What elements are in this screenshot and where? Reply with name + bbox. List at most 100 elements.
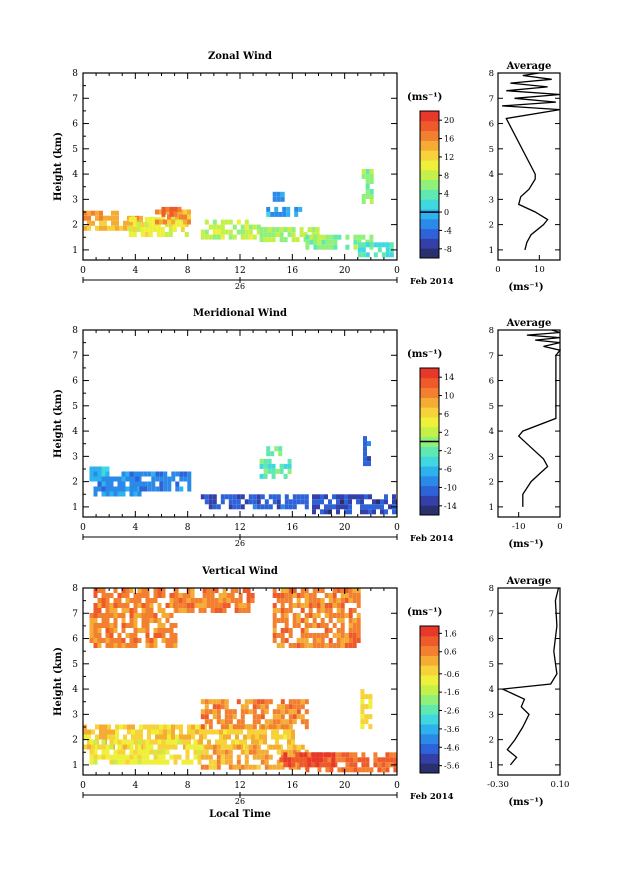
heatmap-cell — [324, 509, 328, 515]
heatmap-cell — [200, 724, 205, 730]
heatmap-cell — [248, 749, 253, 755]
heatmap-cell — [332, 633, 337, 638]
heatmap-cell — [148, 222, 153, 227]
heatmap-cell — [283, 734, 287, 740]
heatmap-cell — [167, 729, 171, 735]
profile-y-tick-label: 1 — [489, 503, 494, 513]
heatmap-cell — [135, 734, 139, 740]
heatmap-cell — [160, 227, 165, 232]
heatmap-cell — [171, 724, 175, 730]
heatmap-cell — [344, 613, 349, 618]
heatmap-cell — [165, 206, 170, 212]
heatmap-cell — [109, 643, 114, 648]
heatmap-cell — [315, 762, 320, 768]
heatmap-cell — [89, 628, 94, 633]
heatmap-cell — [218, 593, 223, 598]
heatmap-cell — [101, 593, 106, 598]
heatmap-cell — [125, 633, 130, 638]
heatmap-cell — [101, 481, 106, 487]
heatmap-cell — [268, 744, 273, 750]
heatmap-cell — [361, 174, 366, 179]
heatmap-cell — [155, 476, 160, 482]
heatmap-cell — [340, 643, 345, 648]
heatmap-cell — [174, 603, 179, 608]
heatmap-cell — [230, 593, 235, 598]
heatmap-cell — [101, 638, 106, 643]
heatmap-cell — [263, 232, 268, 238]
heatmap-cell — [300, 603, 305, 608]
heatmap-cell — [129, 643, 134, 648]
heatmap-cell — [316, 504, 320, 510]
heatmap-cell — [252, 709, 257, 715]
heatmap-cell — [216, 234, 221, 240]
heatmap-cell — [288, 643, 293, 648]
heatmap-cell — [115, 210, 119, 216]
heatmap-cell — [393, 767, 397, 773]
heatmap-cell — [317, 244, 322, 250]
heatmap-cell — [174, 608, 179, 613]
heatmap-cell — [228, 719, 233, 725]
profile-y-tick-label: 3 — [489, 195, 494, 205]
heatmap-cell — [340, 504, 344, 510]
heatmap-cell — [127, 724, 131, 730]
heatmap-cell — [87, 729, 91, 735]
heatmap-cell — [348, 509, 352, 515]
heatmap-cell — [200, 494, 205, 500]
heatmap-cell — [208, 234, 213, 240]
heatmap-cell — [206, 598, 211, 603]
colorbar-cell — [420, 160, 439, 171]
heatmap-cell — [132, 227, 137, 232]
heatmap-cell — [360, 704, 365, 710]
heatmap-cell — [179, 724, 183, 730]
heatmap-cell — [147, 734, 151, 740]
heatmap-cell — [147, 481, 152, 487]
heatmap-cell — [207, 739, 211, 745]
heatmap-cell — [284, 704, 289, 710]
heatmap-cell — [276, 744, 281, 750]
heatmap-cell — [288, 628, 293, 633]
heatmap-cell — [264, 699, 269, 705]
heatmap-cell — [139, 724, 143, 730]
heatmap-cell — [97, 633, 102, 638]
heatmap-cell — [139, 734, 143, 740]
heatmap-cell — [348, 638, 353, 643]
heatmap-cell — [139, 729, 143, 735]
heatmap-cell — [332, 494, 336, 500]
heatmap-cell — [185, 744, 190, 750]
heatmap-cell — [227, 734, 231, 740]
heatmap-cell — [356, 613, 361, 618]
colorbar-cell — [420, 387, 439, 398]
heatmap-cell — [99, 724, 103, 730]
heatmap-cell — [284, 724, 289, 730]
heatmap-cell — [385, 752, 390, 758]
heatmap-cell — [159, 724, 163, 730]
heatmap-cell — [113, 598, 118, 603]
heatmap-cell — [283, 237, 288, 243]
heatmap-cell — [115, 729, 119, 735]
heatmap-cell — [357, 239, 362, 245]
heatmap-cell — [353, 239, 358, 245]
heatmap-cell — [232, 494, 237, 500]
heatmap-cell — [224, 699, 229, 705]
heatmap-cell — [381, 767, 386, 773]
heatmap-cell — [364, 504, 368, 510]
heatmap-cell — [380, 509, 384, 515]
heatmap-cell — [153, 754, 158, 760]
heatmap-cell — [197, 754, 202, 760]
heatmap-cell — [147, 729, 151, 735]
heatmap-cell — [224, 714, 229, 720]
heatmap-cell — [275, 739, 279, 745]
profile-y-tick-label: 4 — [489, 685, 494, 695]
heatmap-cell — [365, 184, 370, 189]
heatmap-cell — [240, 494, 245, 500]
heatmap-cell — [292, 504, 297, 510]
heatmap-cell — [111, 220, 115, 226]
heatmap-cell — [316, 613, 321, 618]
heatmap-cell — [284, 613, 289, 618]
heatmap-cell — [129, 598, 134, 603]
heatmap-cell — [348, 628, 353, 633]
heatmap-cell — [259, 227, 264, 233]
heatmap-cell — [190, 588, 195, 593]
heatmap-cell — [105, 598, 110, 603]
heatmap-cell — [144, 222, 149, 227]
